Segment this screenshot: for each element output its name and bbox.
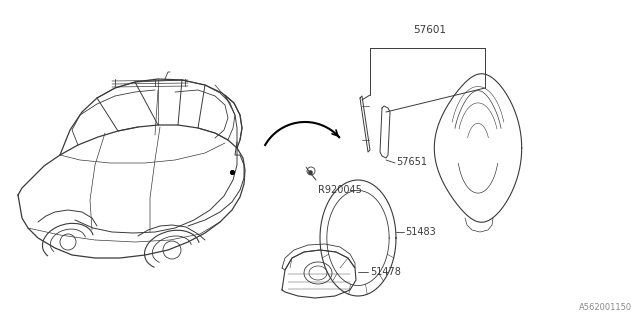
Text: R920045: R920045 [318, 185, 362, 195]
Text: 57601: 57601 [413, 25, 447, 35]
Text: 57651: 57651 [396, 157, 427, 167]
Text: 51483: 51483 [405, 227, 436, 237]
Text: 51478: 51478 [370, 267, 401, 277]
Text: A562001150: A562001150 [579, 303, 632, 312]
